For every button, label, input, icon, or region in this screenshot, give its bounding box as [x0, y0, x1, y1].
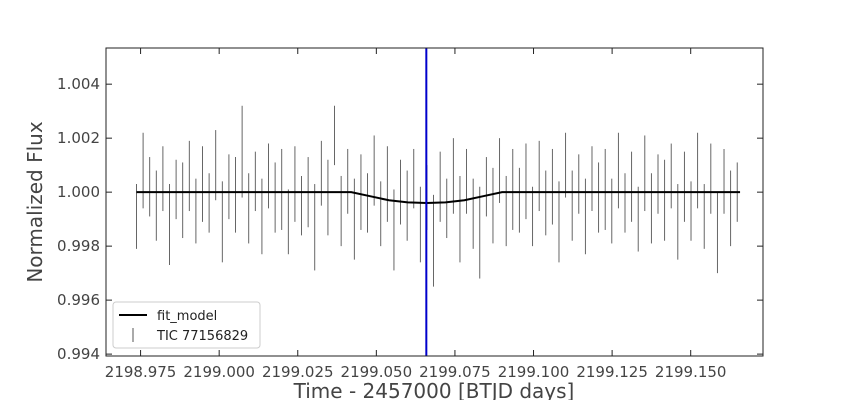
x-tick-label: 2198.975 — [105, 363, 177, 381]
legend-box — [112, 301, 261, 349]
y-tick-label: 0.994 — [57, 345, 100, 363]
x-tick-label: 2199.075 — [419, 363, 491, 381]
x-tick-label: 2199.050 — [341, 363, 413, 381]
plot-frame — [105, 47, 764, 357]
x-tick-label: 2199.150 — [655, 363, 727, 381]
y-tick-label: 1.004 — [57, 75, 100, 93]
x-axis: 2198.975 2199.000 2199.025 2199.050 2199.075… — [105, 48, 727, 381]
legend-label: fit_model — [157, 309, 217, 324]
x-tick-label: 2199.000 — [183, 363, 255, 381]
y-tick-label: 0.996 — [57, 291, 100, 309]
x-axis-title: Time - 2457000 [BTJD days] — [293, 379, 575, 400]
legend-label: TIC 77156829 — [156, 329, 248, 344]
x-tick-label: 2199.100 — [498, 363, 570, 381]
y-tick-label: 0.998 — [57, 237, 100, 255]
x-tick-label: 2199.025 — [262, 363, 334, 381]
y-tick-label: 1.000 — [57, 183, 100, 201]
y-axis-title: Normalized Flux — [23, 121, 47, 283]
y-tick-label: 1.002 — [57, 129, 100, 147]
x-tick-label: 2199.125 — [576, 363, 648, 381]
y-axis: 0.994 0.996 0.998 1.000 1.002 1.004 — [57, 75, 763, 363]
legend: fit_model TIC 77156829 — [112, 301, 261, 349]
